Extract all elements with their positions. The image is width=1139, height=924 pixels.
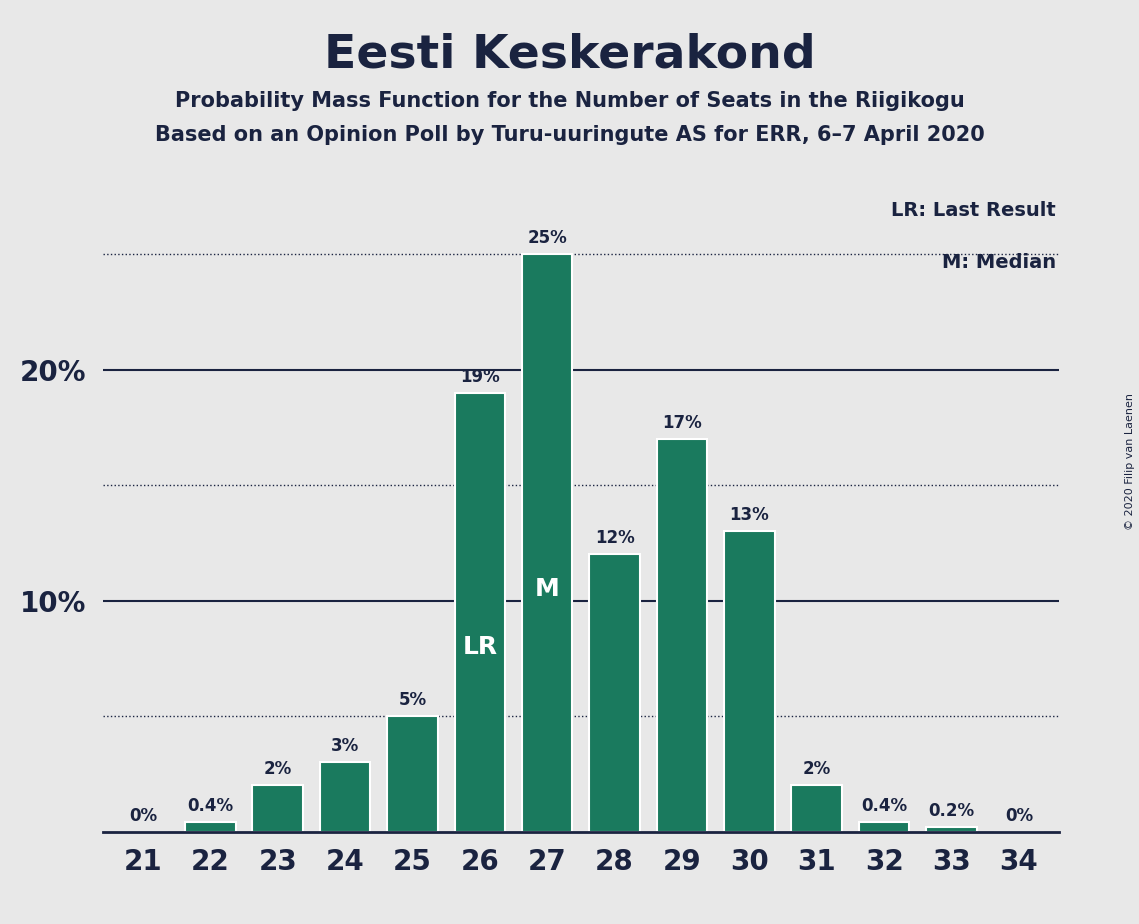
Bar bbox=[657, 439, 707, 832]
Text: 3%: 3% bbox=[331, 737, 359, 756]
Text: 12%: 12% bbox=[595, 529, 634, 547]
Text: LR: Last Result: LR: Last Result bbox=[891, 201, 1056, 220]
Text: 25%: 25% bbox=[527, 229, 567, 247]
Text: Eesti Keskerakond: Eesti Keskerakond bbox=[323, 32, 816, 78]
Bar bbox=[589, 554, 640, 832]
Text: M: Median: M: Median bbox=[942, 252, 1056, 272]
Text: 0.2%: 0.2% bbox=[928, 802, 975, 821]
Text: 0.4%: 0.4% bbox=[187, 797, 233, 816]
Text: Probability Mass Function for the Number of Seats in the Riigikogu: Probability Mass Function for the Number… bbox=[174, 91, 965, 111]
Bar bbox=[253, 785, 303, 832]
Text: M: M bbox=[535, 578, 559, 601]
Text: 19%: 19% bbox=[460, 368, 500, 386]
Text: 0.4%: 0.4% bbox=[861, 797, 907, 816]
Text: 13%: 13% bbox=[729, 506, 769, 525]
Text: 2%: 2% bbox=[263, 760, 292, 778]
Text: 2%: 2% bbox=[803, 760, 830, 778]
Bar bbox=[522, 254, 573, 832]
Text: LR: LR bbox=[462, 636, 498, 659]
Bar bbox=[724, 531, 775, 832]
Text: 0%: 0% bbox=[129, 807, 157, 825]
Text: 0%: 0% bbox=[1005, 807, 1033, 825]
Text: Based on an Opinion Poll by Turu-uuringute AS for ERR, 6–7 April 2020: Based on an Opinion Poll by Turu-uuringu… bbox=[155, 125, 984, 145]
Bar bbox=[185, 822, 236, 832]
Bar bbox=[387, 716, 437, 832]
Bar bbox=[926, 827, 977, 832]
Bar bbox=[320, 762, 370, 832]
Bar bbox=[792, 785, 842, 832]
Text: 5%: 5% bbox=[399, 691, 426, 710]
Bar bbox=[454, 393, 505, 832]
Text: 17%: 17% bbox=[662, 414, 702, 432]
Bar bbox=[859, 822, 909, 832]
Text: © 2020 Filip van Laenen: © 2020 Filip van Laenen bbox=[1125, 394, 1134, 530]
